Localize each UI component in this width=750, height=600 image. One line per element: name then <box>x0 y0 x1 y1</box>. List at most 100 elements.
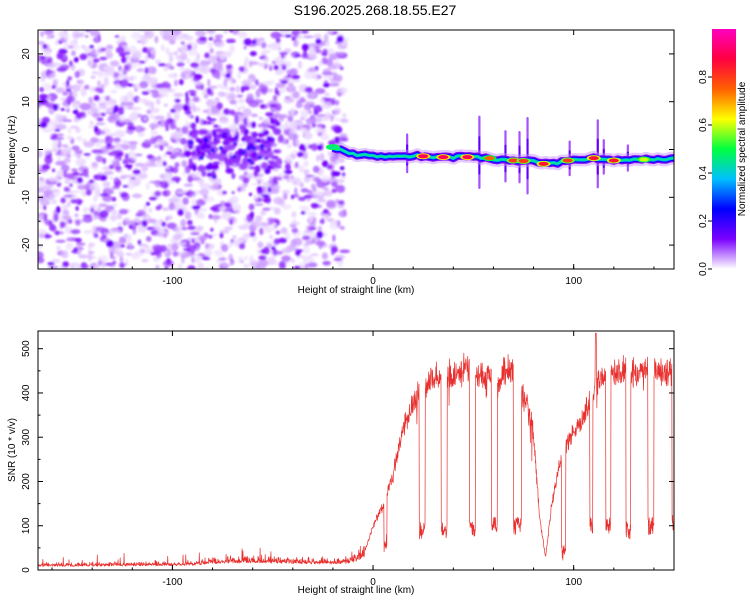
spectrogram-cell <box>67 45 74 49</box>
spectrogram-cell <box>113 138 121 141</box>
spectrogram-cell <box>145 202 150 207</box>
spectrogram-cell <box>210 227 214 232</box>
spectrogram-cell <box>155 59 162 65</box>
spectrogram-cell <box>105 51 114 59</box>
spectrogram-cell <box>118 236 127 244</box>
spectrogram-cell <box>39 195 46 202</box>
spectrogram-cell <box>195 30 206 37</box>
spectrogram-cell <box>73 56 79 63</box>
spectrogram-cell <box>222 190 227 195</box>
spectrogram-cell <box>255 89 261 98</box>
spectrogram-cell <box>244 256 248 260</box>
spectrogram-cell <box>269 235 274 239</box>
ridge-peak-core <box>462 155 473 160</box>
spectrogram-cell <box>224 226 234 230</box>
spectrogram-cell <box>130 252 140 260</box>
spectrogram-cell <box>321 118 328 122</box>
spectrogram-cell <box>92 58 100 63</box>
spectrogram-cell <box>229 44 235 53</box>
spectrogram-cell <box>218 146 224 150</box>
spectrogram-cell <box>147 51 152 59</box>
spectrogram-cell <box>219 119 230 124</box>
spectrogram-cell <box>180 51 186 58</box>
spectrogram-cell <box>232 79 237 84</box>
spectrogram-cell <box>202 144 212 149</box>
spectrogram-cell <box>66 173 75 180</box>
ridge-peak-core <box>588 156 599 161</box>
spectrogram-cell <box>322 68 332 76</box>
spectrogram-cell <box>332 234 336 243</box>
spectrogram-cell <box>206 121 212 125</box>
spectrogram-cell <box>241 150 246 155</box>
spectrogram-cell <box>141 219 148 228</box>
spectrogram-cell <box>256 259 268 268</box>
spectrogram-cell <box>263 56 270 63</box>
spectrogram-cell <box>307 52 318 59</box>
spectrogram-cell <box>182 104 190 111</box>
spectrogram-cell <box>53 213 59 222</box>
spectrogram-cell <box>119 95 125 104</box>
spectrogram-cell <box>106 143 112 148</box>
spectrogram-cell <box>247 150 253 155</box>
spectrogram-cell <box>88 242 95 248</box>
spectrogram-cell <box>183 150 192 158</box>
spectrogram-cell <box>317 225 322 233</box>
spectrogram-cell <box>69 183 73 187</box>
spectrogram-cell <box>74 149 83 155</box>
spectrogram-cell <box>254 218 262 228</box>
spectrogram-cell <box>191 256 195 264</box>
spectrogram-cell <box>151 90 159 99</box>
spectrogram-cell <box>206 116 211 120</box>
spectrogram-cell <box>128 151 136 157</box>
spectrogram-cell <box>304 132 313 140</box>
spectrogram-cell <box>172 233 182 241</box>
spectrogram-cell <box>313 190 325 197</box>
spectrogram-cell <box>103 76 109 84</box>
spectrogram-cell <box>292 91 300 99</box>
spectrogram-cell <box>153 249 161 256</box>
spectrogram-cell <box>251 131 256 138</box>
spectrogram-cell <box>262 181 272 187</box>
colorbar-tick-label: 0.4 <box>698 166 709 180</box>
spectrogram-cell <box>43 235 53 238</box>
spectrogram-cell <box>340 175 347 180</box>
spectrogram-cell <box>118 208 129 215</box>
spectrogram-cell <box>334 184 338 189</box>
spectrogram-cell <box>242 108 252 117</box>
spectrogram-cell <box>93 214 98 220</box>
spectrogram-cell <box>150 107 160 114</box>
spectrogram-cell <box>200 151 206 157</box>
spectrogram-cell <box>42 44 48 50</box>
spectrogram-cell <box>265 64 276 68</box>
spectrogram-cell <box>190 154 198 160</box>
spectrogram-cell <box>67 126 72 135</box>
spectrogram-cell <box>304 86 313 93</box>
spectrogram-cell <box>176 62 185 68</box>
spectrogram-cell <box>193 73 203 80</box>
spectrogram-cell <box>98 104 108 110</box>
spectrogram-cell <box>155 83 165 89</box>
spectrogram-cell <box>208 36 213 40</box>
spectrogram-cell <box>143 245 151 254</box>
spectrogram-cell <box>247 119 252 127</box>
spectrogram-cell <box>117 212 123 220</box>
spectrogram-cell <box>254 165 261 173</box>
spectrogram-cell <box>172 251 179 257</box>
spectrogram-cell <box>198 130 208 134</box>
spectrogram-cell <box>257 38 262 42</box>
spectrogram-cell <box>116 251 125 258</box>
spectrogram-cell <box>229 219 233 226</box>
spectrogram-cell <box>216 76 221 80</box>
spectrogram-cell <box>207 246 212 251</box>
spectrogram-cell <box>246 93 254 101</box>
spectrogram-cell <box>62 261 70 268</box>
spectrogram-cell <box>305 174 315 178</box>
spectrogram-cell <box>219 200 226 206</box>
spectrogram-cell <box>241 85 250 91</box>
spectrogram-cell <box>103 232 114 236</box>
spectrogram-cell <box>326 190 332 197</box>
spectrogram-cell <box>238 224 249 230</box>
spectrogram-cell <box>341 172 346 177</box>
spectrogram-cell <box>89 45 94 49</box>
